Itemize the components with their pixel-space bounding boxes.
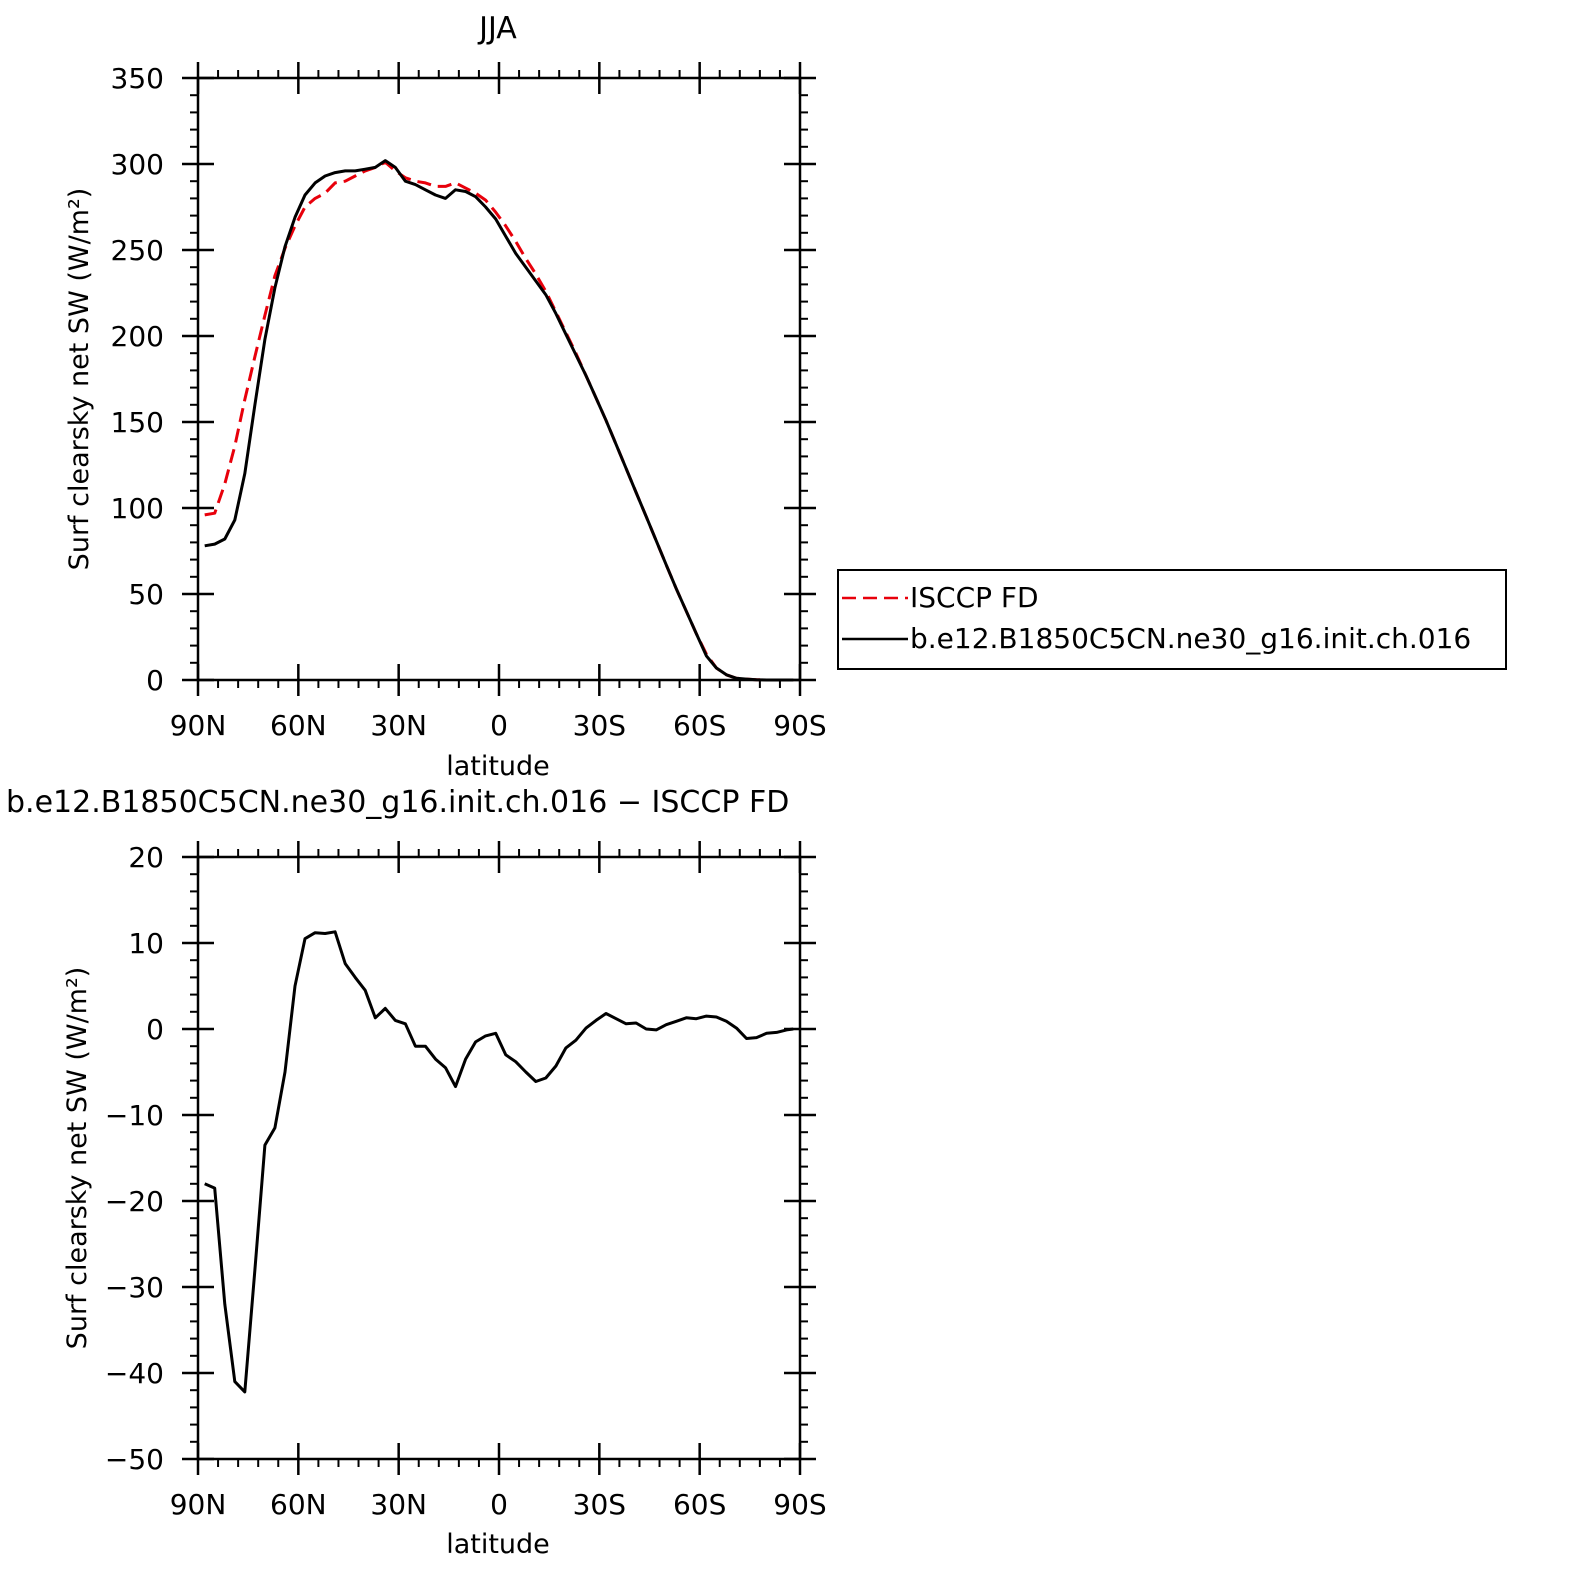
x-tick-label: 30N [370,1488,427,1521]
bottom-chart: b.e12.B1850C5CN.ne30_g16.init.ch.016 − I… [6,785,827,1560]
plot-frame [196,855,802,1461]
y-tick-label: 300 [111,148,164,181]
x-tick-label: 30S [573,709,626,742]
plot-frame [196,76,802,682]
y-tick-label: 0 [146,1013,164,1046]
x-tick-label: 0 [490,1488,508,1521]
y-axis-ticks: 0 50 100 150 200 250 300 350 [111,62,816,697]
y-tick-label: 10 [128,927,164,960]
x-axis-label: latitude [446,751,550,782]
y-axis-label: Surf clearsky net SW (W/m²) [62,967,93,1350]
y-tick-label: 0 [146,664,164,697]
x-tick-label: 0 [490,709,508,742]
y-tick-label: 350 [111,62,164,95]
y-axis-label: Surf clearsky net SW (W/m²) [64,188,95,571]
y-tick-label: −20 [105,1185,164,1218]
legend: ISCCP FD b.e12.B1850C5CN.ne30_g16.init.c… [837,569,1507,670]
legend-label-model: b.e12.B1850C5CN.ne30_g16.init.ch.016 [910,622,1471,655]
x-tick-label: 90S [773,1488,826,1521]
series-lines [204,159,794,682]
x-tick-label: 90N [170,1488,227,1521]
x-axis-label: latitude [446,1529,550,1560]
y-tick-label: 50 [128,578,164,611]
x-tick-label: 90N [170,709,227,742]
series-line-0 [204,930,794,1394]
series-line-0 [204,160,794,682]
top-chart: JJA 0 50 100 150 200 250 300 350 90N 60N 30N 0 30S 6… [64,11,827,782]
chart-title: JJA [477,11,517,46]
x-tick-label: 60S [673,1488,726,1521]
y-tick-label: 200 [111,320,164,353]
x-tick-label: 30S [573,1488,626,1521]
x-tick-label: 60N [270,709,327,742]
x-tick-label: 30N [370,709,427,742]
series-line-1 [204,159,794,682]
x-tick-label: 60S [673,709,726,742]
y-tick-label: −50 [105,1443,164,1476]
x-axis-ticks: 90N 60N 30N 0 30S 60S 90S [170,62,827,742]
y-tick-label: 150 [111,406,164,439]
y-tick-label: 100 [111,492,164,525]
y-tick-label: −30 [105,1271,164,1304]
y-tick-label: −10 [105,1099,164,1132]
chart-title: b.e12.B1850C5CN.ne30_g16.init.ch.016 − I… [6,785,789,820]
series-lines [204,930,794,1394]
y-axis-ticks: −50 −40 −30 −20 −10 0 10 20 [105,841,816,1476]
x-tick-label: 90S [773,709,826,742]
legend-box [837,569,1507,670]
y-tick-label: −40 [105,1357,164,1390]
x-tick-label: 60N [270,1488,327,1521]
y-tick-label: 250 [111,234,164,267]
legend-label-isccp: ISCCP FD [910,581,1039,614]
x-axis-ticks: 90N 60N 30N 0 30S 60S 90S [170,841,827,1521]
y-tick-label: 20 [128,841,164,874]
